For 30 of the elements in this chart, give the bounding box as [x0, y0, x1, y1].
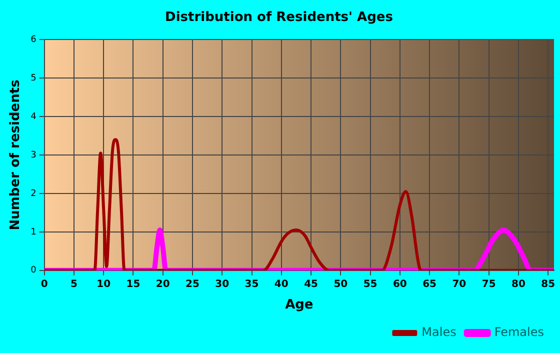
- x-tick-label: 10: [96, 278, 111, 290]
- x-tick-label: 65: [422, 278, 437, 290]
- x-tick-label: 75: [482, 278, 496, 290]
- chart-title: Distribution of Residents' Ages: [165, 10, 394, 26]
- x-tick-label: 20: [156, 278, 170, 290]
- y-tick-label: 1: [30, 227, 36, 238]
- x-tick-label: 5: [70, 278, 78, 290]
- x-tick-label: 85: [541, 278, 556, 290]
- x-tick-label: 50: [334, 278, 348, 290]
- y-tick-label: 2: [30, 188, 36, 199]
- y-tick-label: 3: [30, 150, 36, 160]
- legend-label: Males: [422, 325, 456, 340]
- x-tick-label: 25: [186, 278, 200, 290]
- x-tick-label: 45: [304, 278, 318, 290]
- x-tick-label: 40: [274, 278, 288, 290]
- y-tick-label: 4: [30, 112, 37, 122]
- y-axis-title: Number of residents: [8, 79, 24, 230]
- y-tick-label: 5: [30, 73, 36, 84]
- x-tick-label: 80: [511, 278, 526, 290]
- x-tick-label: 35: [244, 278, 259, 290]
- y-tick-label: 6: [30, 34, 37, 45]
- x-tick-label: 55: [363, 278, 378, 290]
- x-tick-label: 15: [126, 278, 140, 290]
- y-tick-label: 0: [30, 266, 37, 276]
- x-tick-label: 30: [215, 278, 230, 290]
- x-tick-label: 60: [392, 278, 407, 290]
- x-axis-title: Age: [285, 298, 314, 313]
- legend-label: Females: [494, 325, 544, 340]
- x-tick-label: 0: [40, 278, 48, 290]
- x-tick-label: 70: [452, 278, 466, 290]
